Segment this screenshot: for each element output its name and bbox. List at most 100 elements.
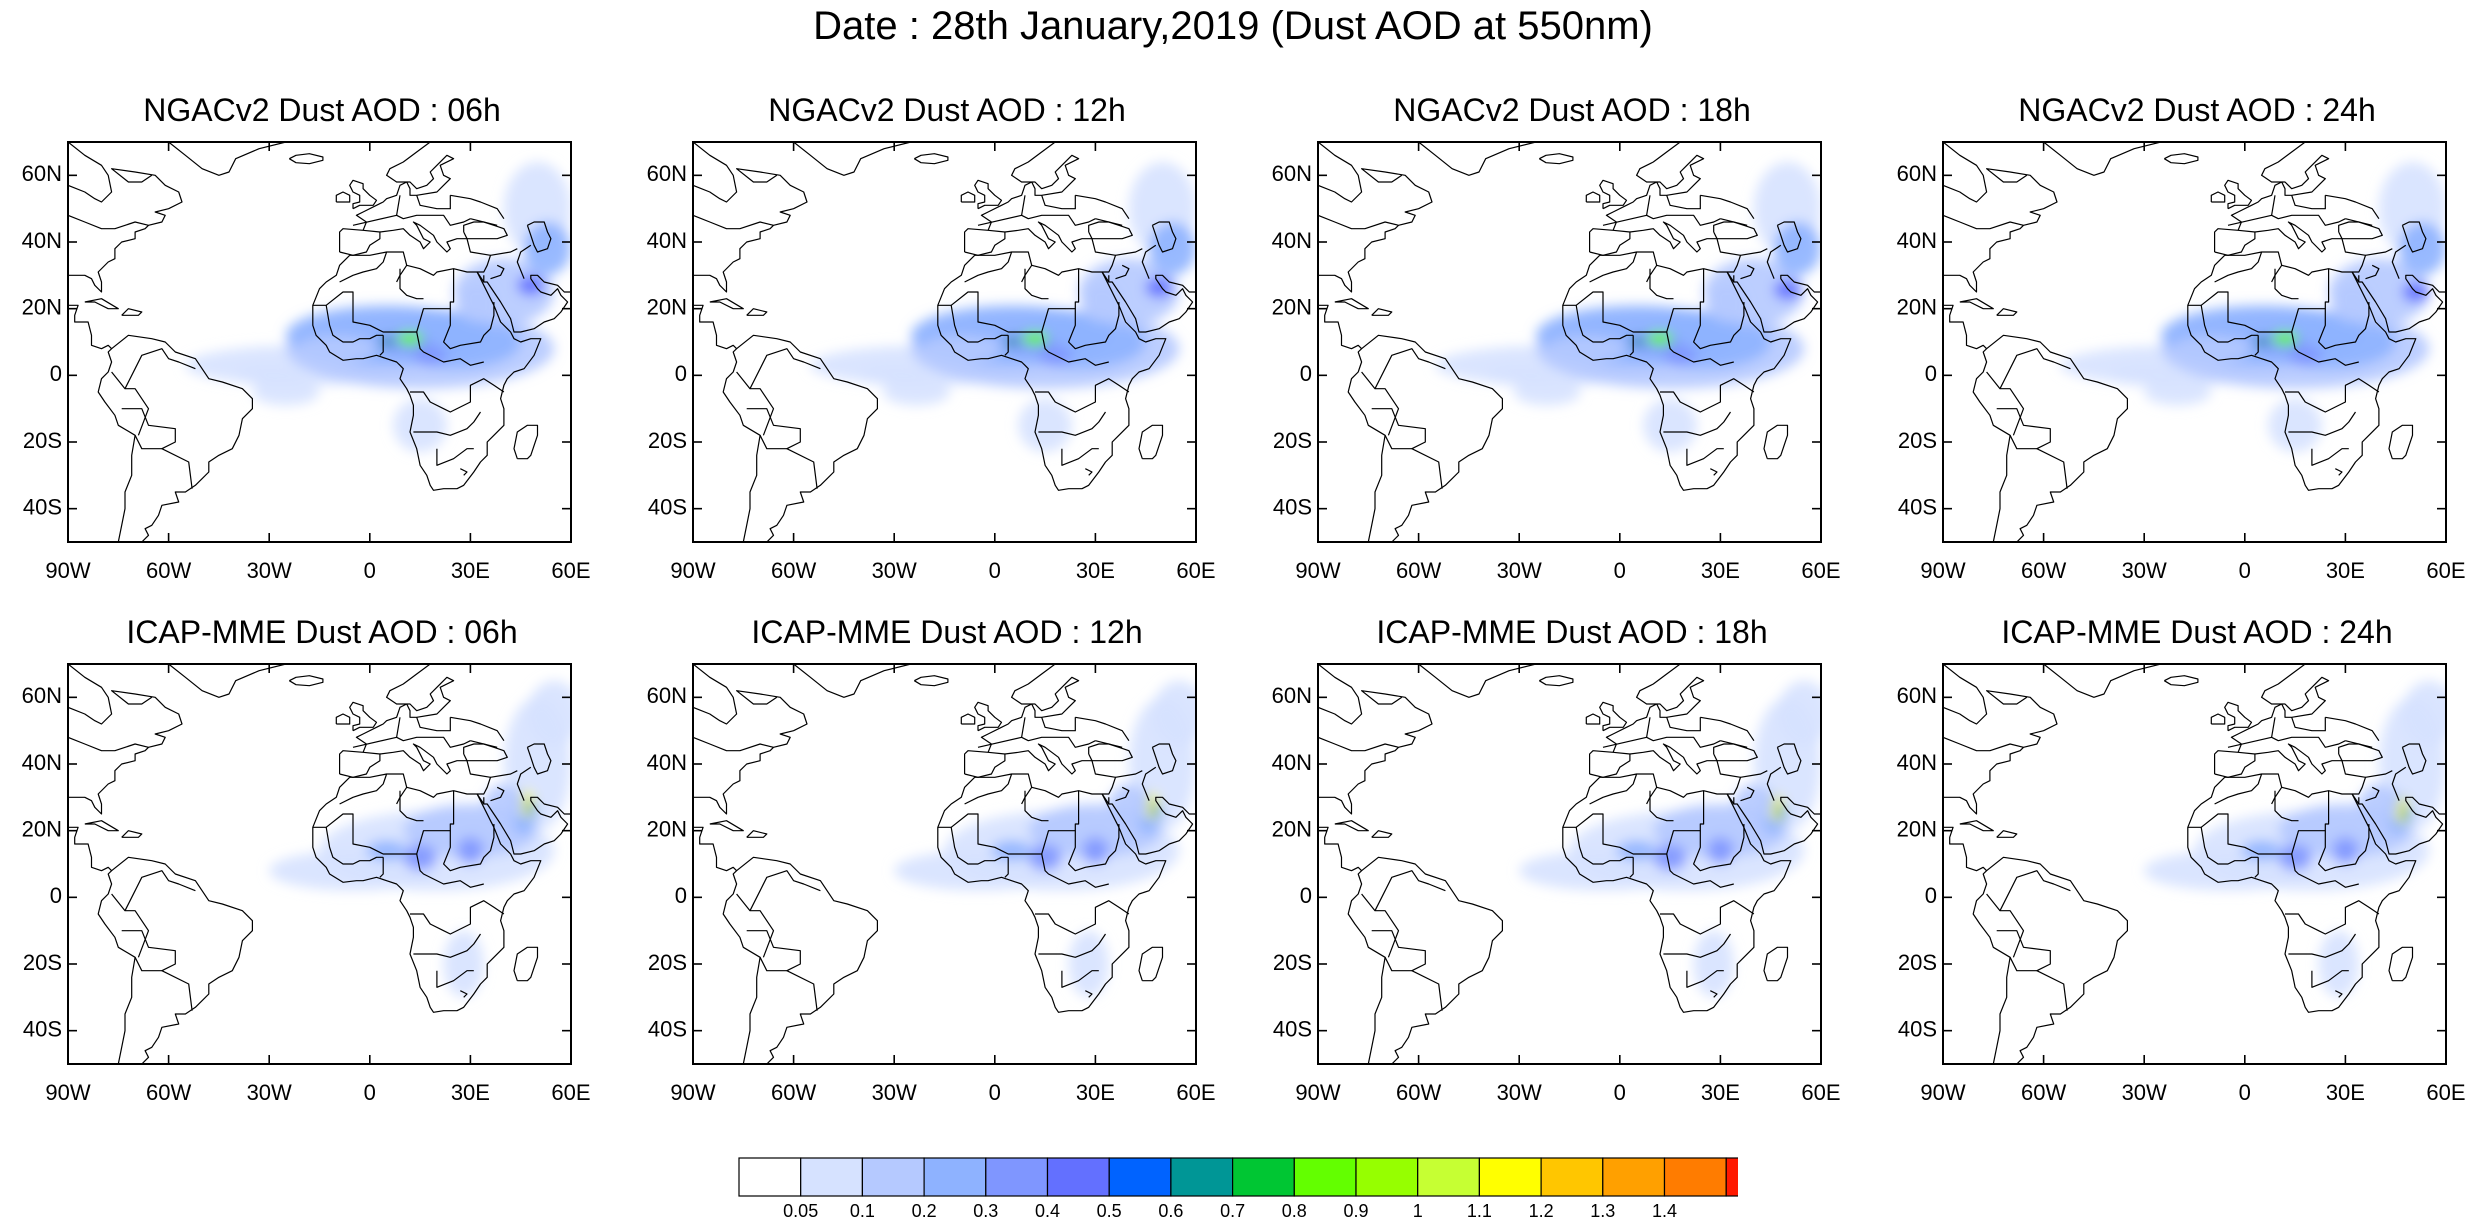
country-border [1629,857,1634,878]
coastline-northAmerica [1318,142,1433,230]
lon-tick-label: 30E [2326,558,2365,583]
lat-tick-label: 40S [1273,494,1312,519]
country-border [1996,408,2068,489]
coastline-westAfrica [937,773,1167,1013]
country-border [950,827,1009,865]
lon-tick-label: 90W [1295,1080,1340,1105]
lat-tick-label: 20S [23,428,62,453]
country-border [416,195,451,210]
coastline-madagascar [1138,424,1164,460]
lat-tick-label: 0 [1300,883,1312,908]
lon-tick-label: 60E [1801,1080,1840,1105]
coastline-ireland [1585,191,1601,203]
colorbar-label: 1 [1413,1201,1423,1217]
lon-tick-label: 30W [2122,558,2167,583]
country-border [1646,786,1658,805]
lat-tick-label: 60N [647,161,687,186]
country-border [1024,790,1049,822]
coastline-redSeaW [2351,271,2360,283]
country-border [1649,790,1674,822]
coastline-westAfrica [937,251,1167,491]
colorbar-label: 0.8 [1282,1201,1307,1217]
map-area [68,142,571,542]
country-border [1602,214,1721,226]
dust-plume [991,840,1032,861]
colorbar-label: 1.3 [1590,1201,1615,1217]
coastline-cuba [84,298,119,310]
coastline-arabia [483,796,571,855]
country-border [2271,195,2276,216]
coastline-hisp [746,830,768,838]
country-border [436,970,474,988]
coastline-med [1004,221,1117,273]
country-border [1660,900,1755,935]
country-border [399,790,424,822]
country-border [443,824,495,872]
country-border [1986,893,2025,958]
colorbar-swatch [1355,1157,1419,1197]
country-border [977,736,1096,748]
country-border [2285,378,2380,413]
country-border [1629,335,1634,356]
coastline-med [379,743,492,795]
coastline-hisp [121,830,143,838]
dust-plume [1653,844,1687,871]
coastline-ireland [2210,191,2226,203]
country-border [1004,335,1009,356]
country-border [1141,766,1157,801]
country-borders [111,716,532,1011]
country-border [1075,716,1130,742]
colorbar-swatch [1170,1157,1234,1197]
country-border [749,870,821,911]
panel-title: ICAP-MME Dust AOD : 24h [2001,614,2393,650]
lon-tick-label: 30W [1497,558,1542,583]
coastline-redSeaW [476,271,485,283]
country-border [1021,264,1033,283]
lon-tick-label: 90W [1295,558,1340,583]
dust-plume [2358,784,2400,824]
dust-plume [2110,365,2178,386]
panel-title: ICAP-MME Dust AOD : 12h [751,614,1143,650]
country-border [1666,717,1701,732]
coastline-madagascar [1763,946,1789,982]
coastlines [1943,664,2446,1064]
country-border [2318,302,2370,350]
country-borders [736,716,1157,1011]
country-border [1663,411,1731,436]
dust-plume [1777,680,1821,748]
panel-title: NGACv2 Dust AOD : 12h [768,92,1126,128]
coastline-med [1629,221,1742,273]
country-border [2291,717,2326,732]
dust-aod-map: 60N 40N 20N 0 20S 40S 90W 60W 30W 0 30E 60E [1897,663,2466,1105]
coastline-blackSea [2338,743,2383,762]
country-border [2335,468,2343,476]
lon-tick-label: 30E [2326,1080,2365,1105]
lon-tick-label: 30E [1076,1080,1115,1105]
country-border [1686,970,1724,988]
dust-plume [2254,337,2269,347]
coastline-arabia [1733,796,1821,855]
country-borders [1986,194,2407,489]
country-border [490,770,518,778]
colorbar-swatch [985,1157,1049,1197]
lon-tick-label: 60W [1396,558,1441,583]
coastline-northAmerica [68,664,183,752]
dust-plume [1643,398,1697,453]
coastline-arabia [483,274,571,333]
country-border [746,930,818,1011]
country-border [749,348,821,389]
coastline-northAmerica [68,142,183,230]
coastline-cuba [709,820,744,832]
country-border [964,251,1013,283]
lat-tick-label: 0 [50,883,62,908]
country-border [1575,305,1634,343]
dust-plume [2241,840,2282,861]
coastline-iceland [2163,675,2199,687]
lat-tick-label: 20N [647,294,687,319]
country-border [124,870,196,911]
lon-tick-label: 60E [551,558,590,583]
coastline-greenland [2043,142,2162,176]
country-border [2291,195,2326,210]
country-border [396,717,401,738]
country-border [1646,264,1658,283]
